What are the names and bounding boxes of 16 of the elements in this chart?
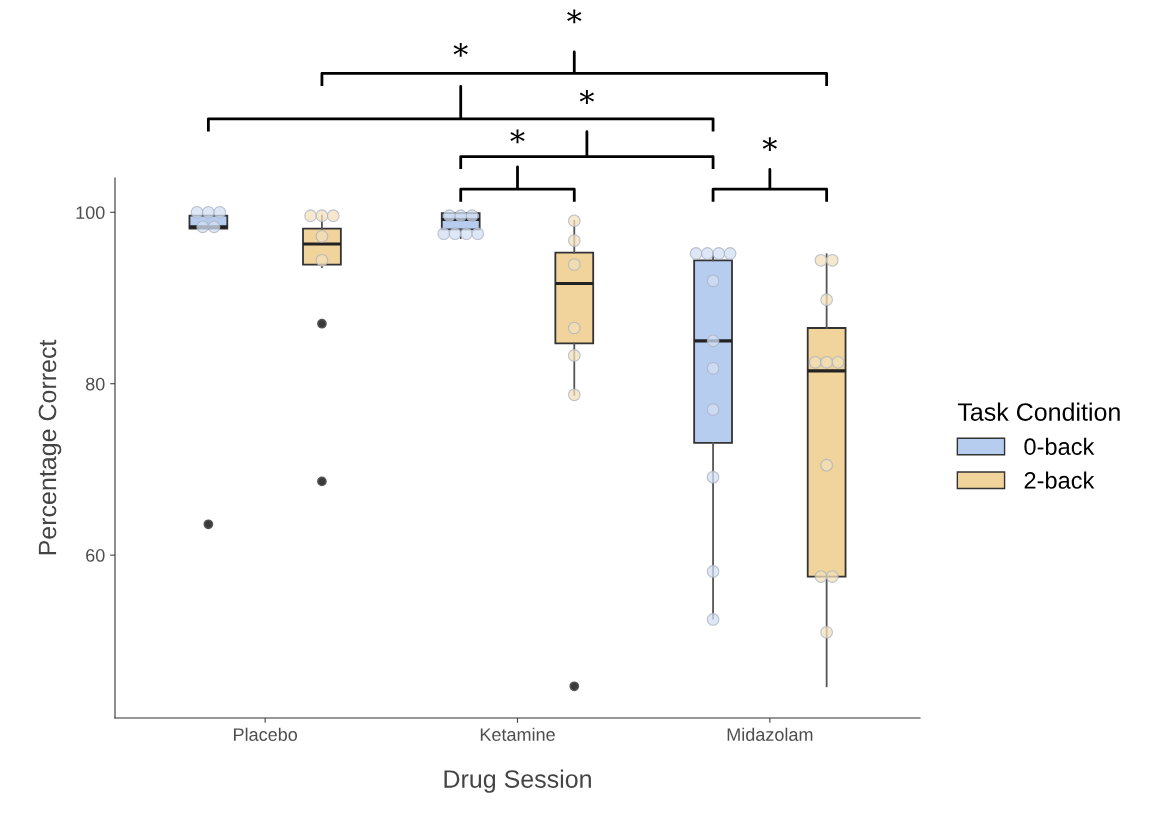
x-tick-label: Placebo: [234, 727, 298, 741]
legend-title: Task Condition: [957, 402, 1120, 421]
y-tick-label: 80: [85, 377, 105, 391]
x-tick-label: Midazolam: [727, 727, 813, 741]
y-tick-label: 100: [76, 206, 105, 220]
legend-label: 2-back: [1024, 471, 1095, 489]
y-axis-title: Percentage Correct: [38, 339, 62, 555]
text: *: [567, 9, 582, 24]
x-axis-title: Drug Session: [444, 769, 591, 793]
text: *: [579, 90, 595, 104]
text: *: [762, 137, 777, 152]
legend-label: 0-back: [1024, 437, 1095, 455]
text: *: [510, 129, 525, 144]
text: *: [453, 42, 468, 57]
y-tick-label: 60: [86, 549, 105, 562]
x-tick-label: Ketamine: [480, 727, 555, 741]
